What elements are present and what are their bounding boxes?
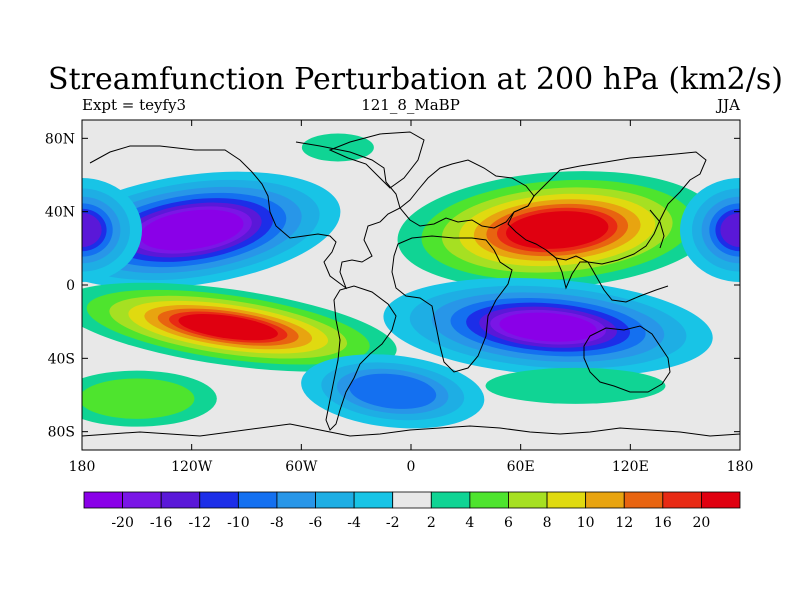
colorbar-label: -16 — [150, 515, 173, 531]
x-axis: 180 120W 60W 0 60E 120E 180 — [69, 120, 754, 475]
colorbar-swatch — [353, 491, 394, 509]
x-tick-label: 120W — [171, 459, 213, 475]
y-tick-label: 0 — [66, 278, 75, 294]
colorbar-label: 2 — [427, 515, 436, 531]
colorbar-swatch — [585, 491, 625, 509]
colorbar-swatch — [160, 491, 201, 509]
coastline-japan — [649, 209, 665, 249]
colorbar-label: -12 — [188, 515, 211, 531]
season-label: JJA — [717, 96, 740, 114]
colorbar-swatch — [469, 491, 509, 509]
colorbar-label: 10 — [577, 515, 595, 531]
y-tick-label: 40N — [45, 205, 75, 221]
contour-level — [301, 133, 374, 162]
colorbar-swatch — [276, 491, 316, 509]
colorbar-swatch — [83, 491, 123, 509]
contour-blob — [82, 178, 142, 282]
colorbar-label: -8 — [270, 515, 284, 531]
experiment-label: Expt = teyfy3 — [82, 96, 187, 114]
colorbar-swatch — [623, 491, 664, 509]
colorbar-label: 8 — [543, 515, 552, 531]
coastline-asia — [507, 151, 707, 265]
contour-level — [139, 209, 244, 251]
colorbar-swatch — [315, 491, 355, 509]
colorbar-label: -10 — [227, 515, 250, 531]
colorbar-label: -6 — [309, 515, 323, 531]
contour-blob — [680, 178, 740, 282]
contour-level — [178, 314, 278, 341]
colorbar-swatch — [546, 491, 587, 509]
colorbar-swatch — [122, 491, 162, 509]
colorbar-swatch — [508, 491, 548, 509]
coastline-southeast-asia — [587, 261, 669, 303]
colorbar-label: 16 — [654, 515, 672, 531]
y-axis: 80N 40N 0 40S 80S — [45, 131, 740, 441]
contour-fields — [82, 133, 740, 429]
contour-level — [499, 312, 597, 342]
contour-level — [720, 212, 740, 248]
colorbar-swatch — [662, 491, 702, 509]
run-label: 121_8_MaBP — [361, 96, 460, 114]
contour-blob — [82, 282, 397, 372]
colorbar-swatch — [392, 491, 432, 509]
contour-level — [349, 373, 437, 409]
colorbar-swatch — [701, 491, 741, 509]
colorbar-swatch — [237, 491, 278, 509]
colorbar-label: 20 — [692, 515, 710, 531]
coastline-antarctica — [82, 423, 740, 437]
colorbar-label: -20 — [111, 515, 134, 531]
contour-level — [485, 367, 666, 404]
coastlines — [82, 131, 740, 437]
x-tick-label: 0 — [407, 459, 416, 475]
contour-blob — [397, 171, 717, 289]
colorbar-swatch — [430, 491, 471, 509]
coastline-australia — [583, 325, 671, 393]
contour-blob — [383, 277, 713, 377]
colorbar-label: -4 — [347, 515, 361, 531]
colorbar-label: 4 — [465, 515, 474, 531]
coastline-india — [545, 249, 588, 290]
x-tick-label: 120E — [612, 459, 649, 475]
contour-blob — [82, 370, 217, 427]
coastline-north-america — [89, 141, 401, 290]
colorbar-label: 6 — [504, 515, 513, 531]
contour-level — [82, 212, 102, 248]
colorbar-label: -2 — [386, 515, 400, 531]
colorbar: -20 -16 -12 -10 -8 -6 -4 -2 2 4 6 8 10 12 16 20 — [83, 491, 741, 531]
contour-blob — [301, 354, 485, 429]
contour-blob — [485, 367, 666, 404]
y-tick-label: 40S — [48, 351, 75, 367]
colorbar-swatch — [199, 491, 239, 509]
x-tick-label: 180 — [727, 459, 754, 475]
coastline-greenland — [328, 131, 425, 189]
y-tick-label: 80N — [45, 131, 75, 147]
contour-blob — [301, 133, 374, 162]
chart-title: Streamfunction Perturbation at 200 hPa (… — [48, 62, 783, 97]
coastline-south-america — [325, 285, 397, 431]
x-tick-label: 60E — [507, 459, 535, 475]
x-tick-label: 180 — [69, 459, 96, 475]
contour-level — [82, 378, 195, 419]
contour-level — [506, 211, 609, 249]
x-tick-label: 60W — [285, 459, 318, 475]
y-tick-label: 80S — [48, 425, 75, 441]
colorbar-label: 12 — [615, 515, 633, 531]
coastline-africa — [391, 235, 513, 373]
